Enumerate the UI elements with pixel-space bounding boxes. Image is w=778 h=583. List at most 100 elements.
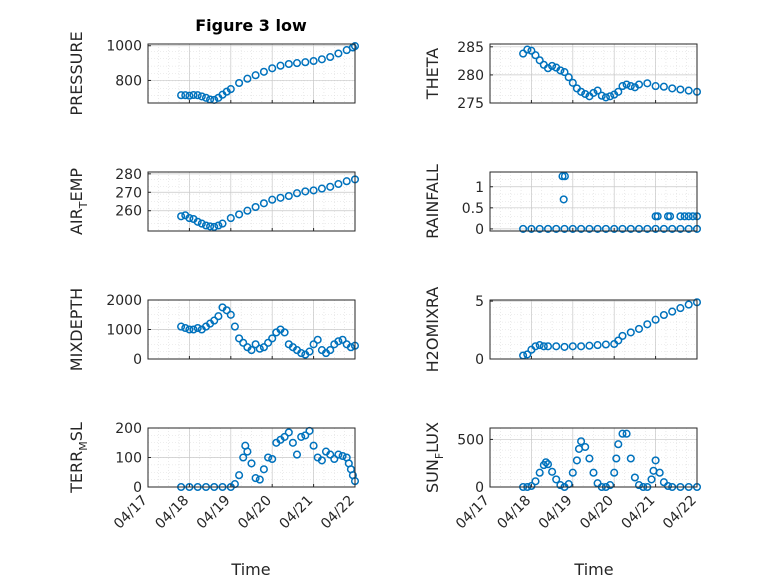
data-point [309, 56, 318, 66]
y-tick-label: 0.5 [462, 201, 484, 217]
data-point [193, 91, 202, 100]
data-point [276, 193, 285, 202]
data-point [210, 316, 219, 325]
data-point [181, 91, 190, 100]
data-point [206, 222, 215, 231]
y-axis-label: RAINFALL [423, 164, 442, 239]
data-point [606, 481, 615, 490]
subplot-6: 0 5 H2OMIXRA [423, 287, 702, 372]
data-point [301, 431, 310, 440]
data-point [197, 92, 206, 101]
data-point [317, 456, 326, 465]
data-point [235, 210, 244, 219]
data-point [201, 221, 211, 230]
data-point [309, 186, 318, 195]
data-point [589, 468, 598, 477]
data-point [268, 64, 277, 73]
data-point [543, 342, 553, 351]
x-axis-label-right: Time [573, 560, 613, 579]
data-point [552, 342, 561, 351]
data-point [684, 300, 693, 309]
data-point [334, 179, 343, 189]
y-tick-label: 275 [457, 96, 484, 112]
y-axis-label: TERRMSL [67, 422, 90, 494]
data-point [676, 224, 685, 233]
axes-frame [489, 43, 698, 104]
data-point [558, 172, 567, 181]
data-point [622, 429, 631, 438]
y-tick-label: 280 [457, 68, 484, 84]
y-tick-label: 5 [475, 294, 484, 310]
data-point [527, 46, 536, 55]
data-point [334, 450, 343, 459]
data-point [560, 68, 569, 77]
data-point [181, 323, 190, 333]
y-tick-label: 260 [115, 204, 142, 220]
data-point [255, 344, 264, 353]
y-tick-label: 800 [115, 73, 142, 89]
y-tick-label: 0 [475, 222, 484, 238]
data-point [614, 440, 623, 449]
data-point [568, 78, 577, 87]
axes-background [490, 300, 697, 359]
data-point [589, 88, 598, 97]
data-point [647, 475, 656, 484]
data-point [193, 217, 202, 226]
data-point [634, 481, 644, 490]
data-point [177, 322, 186, 331]
data-point [189, 90, 198, 100]
data-point [247, 459, 256, 468]
data-point [626, 328, 635, 337]
data-point [618, 331, 627, 340]
axes-frame [489, 171, 698, 232]
data-point [548, 61, 557, 70]
data-point [651, 315, 660, 324]
data-point [189, 325, 198, 334]
data-point [317, 184, 326, 193]
y-tick-label: 100 [115, 451, 142, 467]
data-point [342, 177, 351, 186]
data-point [659, 82, 668, 91]
data-point [519, 49, 528, 58]
data-point [543, 224, 553, 233]
data-point [535, 224, 544, 233]
data-point [264, 338, 273, 347]
data-point [548, 467, 557, 476]
data-point [585, 224, 594, 233]
data-point [214, 312, 223, 321]
data-point [268, 454, 277, 464]
subplot-5: 0 1000 2000 MIXDEPTH [67, 288, 360, 371]
data-point [301, 187, 310, 196]
data-point [210, 222, 219, 231]
data-point [268, 195, 277, 204]
data-point [230, 322, 239, 331]
data-point [543, 460, 553, 469]
data-point [552, 475, 561, 484]
data-point [601, 93, 610, 102]
data-point [284, 191, 293, 201]
data-point [535, 341, 544, 350]
data-point [572, 456, 581, 465]
data-point [552, 224, 561, 233]
axes-frame [147, 171, 356, 232]
data-point [543, 64, 553, 73]
data-point [243, 206, 252, 215]
data-point [268, 334, 277, 343]
data-point [593, 341, 602, 350]
data-point [326, 450, 335, 459]
axes-background [490, 44, 697, 103]
data-point [581, 442, 590, 452]
y-axis-label: MIXDEPTH [67, 288, 86, 371]
data-point [593, 224, 602, 233]
data-point [346, 343, 355, 352]
data-point [284, 428, 293, 437]
data-point [539, 342, 548, 351]
data-point [251, 71, 260, 80]
data-point [222, 306, 231, 315]
data-point [284, 59, 293, 69]
y-tick-label: 0 [133, 480, 142, 496]
data-point [276, 61, 285, 70]
data-point [577, 87, 586, 96]
